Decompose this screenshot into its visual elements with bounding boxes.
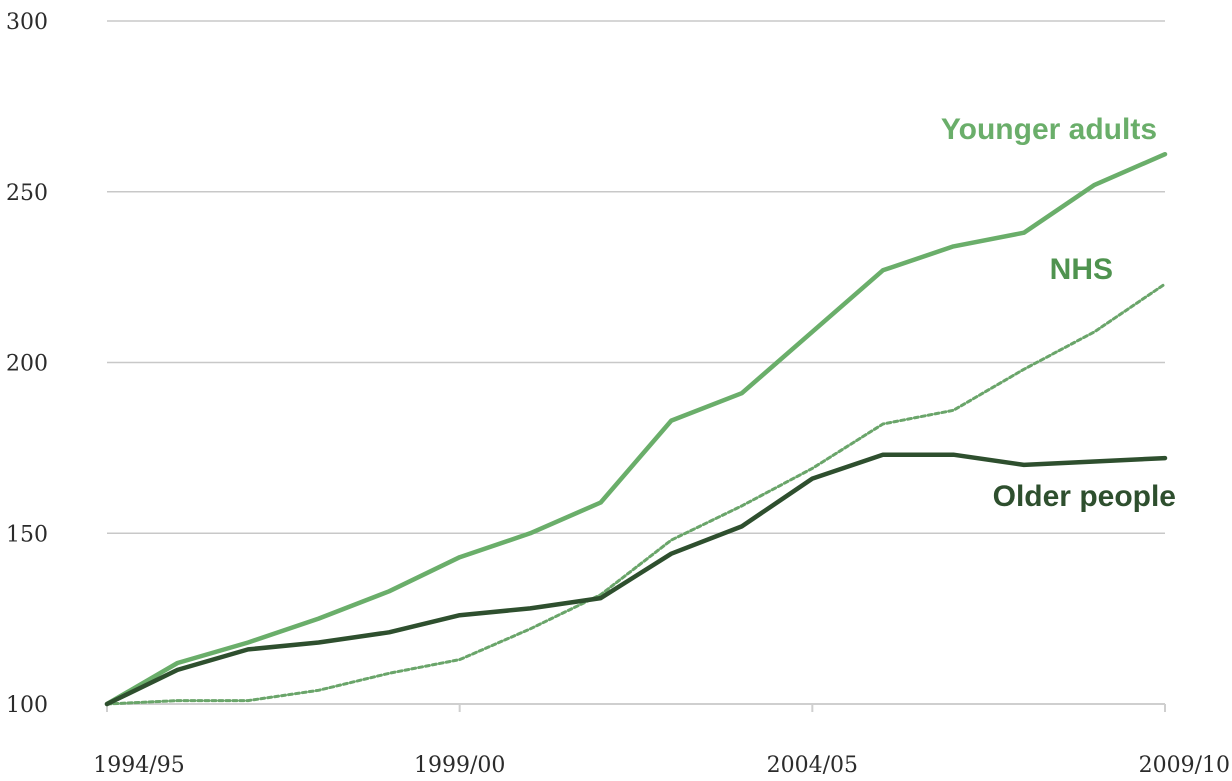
x-tick-labels: 1994/95 1999/00 2004/05 2009/10: [93, 753, 1230, 778]
y-tick-label-150: 150: [6, 522, 48, 547]
series-lines: [104, 151, 1168, 707]
series-line-younger-adults: [104, 151, 1168, 707]
y-tick-label-250: 250: [6, 181, 48, 206]
x-axis: [106, 703, 1166, 712]
gridlines: [107, 20, 1165, 534]
series-label-older-people: Older people: [993, 480, 1176, 513]
series-line-older-people: [104, 452, 1168, 707]
x-tick-label-2009-10: 2009/10: [1139, 753, 1230, 778]
x-tick-label-1999-00: 1999/00: [414, 753, 505, 778]
series-label-nhs: NHS: [1050, 253, 1113, 286]
series-label-younger-adults: Younger adults: [941, 113, 1157, 146]
y-tick-labels: 100 150 200 250 300: [6, 10, 48, 718]
x-tick-label-2004-05: 2004/05: [767, 753, 858, 778]
y-tick-label-300: 300: [6, 10, 48, 35]
series-line-nhs: [105, 282, 1167, 706]
series-labels: Younger adults NHS Older people: [941, 113, 1176, 513]
y-tick-label-100: 100: [6, 693, 48, 718]
x-tick-label-1994-95: 1994/95: [93, 753, 184, 778]
y-tick-label-200: 200: [6, 352, 48, 377]
